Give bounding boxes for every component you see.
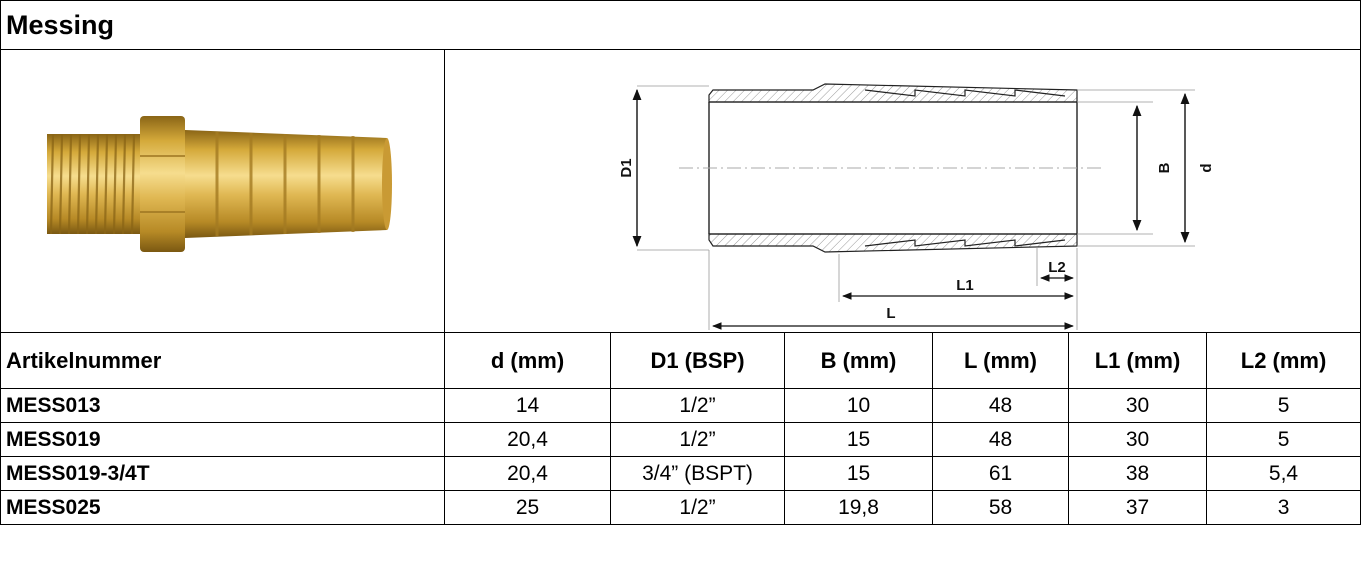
cell-artikelnummer: MESS019 <box>0 422 445 457</box>
cell-d: 20,4 <box>444 422 611 457</box>
dim-label-L1: L1 <box>956 277 974 294</box>
cell-D1: 3/4” (BSPT) <box>610 456 785 491</box>
table-row: MESS019 20,4 1/2” 15 48 30 5 <box>0 422 1362 457</box>
dim-label-B: B <box>1156 162 1173 173</box>
cell-L2: 5,4 <box>1205 456 1362 491</box>
spec-table: Messing <box>0 0 1362 525</box>
header-L: L (mm) <box>932 332 1069 389</box>
header-d: d (mm) <box>444 332 611 389</box>
technical-drawing-cell: D1 B d L2 <box>443 49 1362 333</box>
cell-L2: 5 <box>1205 388 1362 423</box>
cell-artikelnummer: MESS013 <box>0 388 445 423</box>
header-artikelnummer: Artikelnummer <box>0 332 445 389</box>
cell-B: 15 <box>784 456 933 491</box>
section-title: Messing <box>0 0 1362 50</box>
cell-B: 19,8 <box>784 490 933 525</box>
cell-d: 20,4 <box>444 456 611 491</box>
cell-L1: 30 <box>1068 388 1207 423</box>
table-row: MESS013 14 1/2” 10 48 30 5 <box>0 388 1362 423</box>
dim-label-D1: D1 <box>618 158 635 177</box>
dim-label-L: L <box>886 305 895 322</box>
cell-D1: 1/2” <box>610 490 785 525</box>
table-header-row: Artikelnummer d (mm) D1 (BSP) B (mm) L (… <box>0 332 1362 389</box>
table-row: MESS019-3/4T 20,4 3/4” (BSPT) 15 61 38 5… <box>0 456 1362 491</box>
cell-artikelnummer: MESS025 <box>0 490 445 525</box>
cell-L: 48 <box>932 388 1069 423</box>
cell-d: 25 <box>444 490 611 525</box>
product-sheet: Messing <box>0 0 1362 525</box>
cell-L: 58 <box>932 490 1069 525</box>
cell-B: 15 <box>784 422 933 457</box>
cell-L1: 38 <box>1068 456 1207 491</box>
cell-L2: 3 <box>1205 490 1362 525</box>
brass-hose-fitting-image <box>47 116 392 252</box>
dim-label-L2: L2 <box>1048 259 1066 276</box>
cell-L: 48 <box>932 422 1069 457</box>
cell-d: 14 <box>444 388 611 423</box>
header-B: B (mm) <box>784 332 933 389</box>
cell-L1: 30 <box>1068 422 1207 457</box>
header-D1: D1 (BSP) <box>610 332 785 389</box>
cell-L1: 37 <box>1068 490 1207 525</box>
cell-D1: 1/2” <box>610 422 785 457</box>
cell-D1: 1/2” <box>610 388 785 423</box>
dim-label-d: d <box>1198 163 1215 172</box>
technical-drawing: D1 B d L2 <box>618 83 1215 330</box>
cell-artikelnummer: MESS019-3/4T <box>0 456 445 491</box>
header-L2: L2 (mm) <box>1205 332 1362 389</box>
cell-L: 61 <box>932 456 1069 491</box>
cell-B: 10 <box>784 388 933 423</box>
header-L1: L1 (mm) <box>1068 332 1207 389</box>
product-photo-cell <box>0 49 445 333</box>
table-row: MESS025 25 1/2” 19,8 58 37 3 <box>0 490 1362 525</box>
cell-L2: 5 <box>1205 422 1362 457</box>
